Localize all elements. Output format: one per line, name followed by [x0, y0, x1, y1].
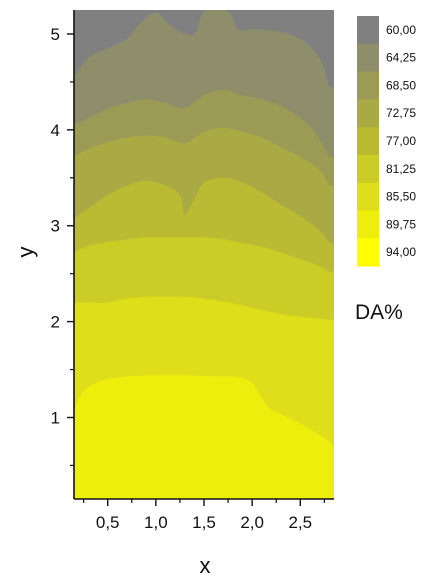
- legend-swatch: [357, 127, 379, 155]
- legend-swatch: [357, 99, 379, 127]
- legend-label: 89,75: [386, 217, 416, 231]
- y-tick-label: 5: [51, 25, 60, 44]
- legend-label: 81,25: [386, 162, 416, 176]
- x-tick-label: 2,5: [288, 513, 312, 532]
- legend-swatch: [357, 183, 379, 211]
- legend-label: 72,75: [386, 106, 416, 120]
- x-tick-label: 1,0: [144, 513, 168, 532]
- legend-swatch: [357, 16, 379, 44]
- x-tick-label: 0,5: [96, 513, 120, 532]
- legend-title: DA%: [355, 301, 403, 324]
- legend-label: 85,50: [386, 190, 416, 204]
- legend-label: 77,00: [386, 134, 416, 148]
- legend-label: 64,25: [386, 51, 416, 65]
- y-tick-label: 4: [51, 121, 60, 140]
- legend-swatch: [357, 210, 379, 238]
- legend-label: 68,50: [386, 78, 416, 92]
- legend-label: 60,00: [386, 23, 416, 37]
- y-tick-label: 1: [51, 409, 60, 428]
- legend-swatch: [357, 238, 379, 266]
- x-tick-labels: 0,5 1,0 1,5 2,0 2,5: [96, 513, 312, 532]
- legend-label: 94,00: [386, 245, 416, 259]
- x-tick-label: 2,0: [240, 513, 264, 532]
- x-axis-title: x: [200, 553, 211, 578]
- y-tick-label: 3: [51, 217, 60, 236]
- y-axis-title: y: [13, 247, 38, 258]
- legend-swatch: [357, 72, 379, 100]
- contour-fill: [70, 9, 338, 503]
- legend: 60,00 64,25 68,50 72,75 77,00 81,25 85,50 89,75…: [357, 16, 416, 267]
- legend-swatch: [357, 155, 379, 183]
- x-tick-label: 1,5: [192, 513, 216, 532]
- y-tick-label: 2: [51, 313, 60, 332]
- y-tick-labels: 1 2 3 4 5: [51, 25, 60, 428]
- legend-swatch: [357, 44, 379, 72]
